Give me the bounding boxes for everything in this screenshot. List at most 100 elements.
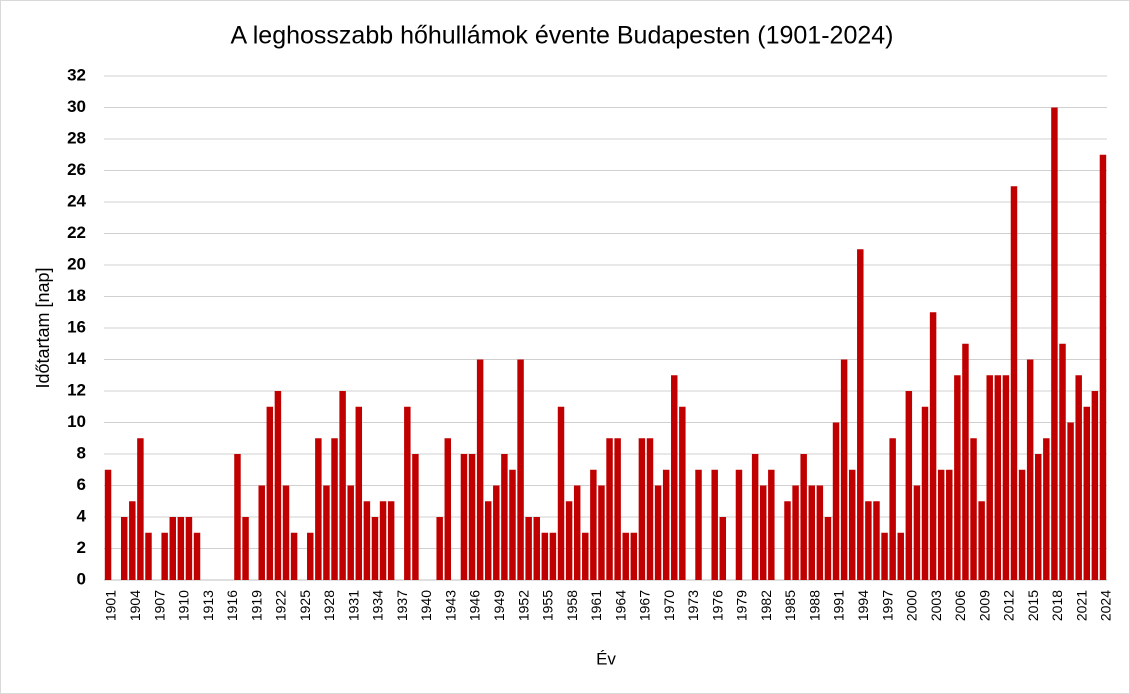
x-axis-label: Év — [596, 649, 616, 668]
x-tick-label: 2006 — [952, 590, 968, 621]
bar — [768, 469, 775, 580]
bar — [606, 438, 613, 580]
bar — [1099, 154, 1107, 580]
bar — [185, 517, 193, 580]
bar — [258, 485, 265, 580]
bar — [622, 532, 629, 580]
x-tick-label: 1979 — [734, 590, 750, 621]
bar — [493, 485, 500, 580]
bar — [962, 343, 969, 580]
y-tick-label: 12 — [67, 380, 86, 399]
x-tick-label: 1946 — [467, 590, 483, 621]
bar — [501, 454, 508, 580]
x-tick-label: 1928 — [321, 590, 337, 621]
x-tick-label: 1916 — [224, 590, 240, 621]
bar — [784, 501, 791, 580]
bar — [671, 375, 678, 580]
bar — [404, 406, 411, 580]
bar — [679, 406, 686, 580]
bar — [832, 422, 840, 580]
y-tick-label: 6 — [77, 475, 86, 494]
bar — [137, 438, 144, 580]
x-tick-label: 1937 — [394, 590, 410, 621]
y-tick-label: 24 — [67, 191, 86, 210]
bar — [800, 454, 807, 580]
bar — [735, 469, 743, 580]
x-tick-label: 1958 — [564, 590, 580, 621]
bar — [881, 532, 888, 580]
bar — [436, 517, 443, 580]
bar — [1018, 469, 1026, 580]
x-tick-label: 1910 — [176, 590, 192, 621]
x-tick-label: 1922 — [273, 590, 289, 621]
bar — [646, 438, 654, 580]
x-tick-label: 2024 — [1098, 590, 1114, 621]
x-tick-label: 1967 — [637, 590, 653, 621]
bar — [412, 454, 419, 580]
y-axis-label: Időtartam [nap] — [33, 267, 53, 388]
bar — [169, 517, 176, 580]
bar — [468, 454, 476, 580]
bar — [307, 532, 314, 580]
bar — [339, 391, 346, 580]
x-tick-label: 1973 — [685, 590, 701, 621]
bar — [387, 501, 395, 580]
bar — [347, 485, 354, 580]
bar — [808, 485, 815, 580]
bar — [978, 501, 985, 580]
x-tick-label: 2003 — [928, 590, 944, 621]
x-tick-label: 1943 — [442, 590, 458, 621]
x-tick-label: 1955 — [540, 590, 556, 621]
bar — [905, 391, 913, 580]
bar — [363, 501, 371, 580]
y-tick-label: 14 — [67, 349, 86, 368]
y-tick-label: 22 — [67, 223, 86, 242]
chart-title: A leghosszabb hőhullámok évente Budapest… — [231, 22, 894, 50]
bar — [282, 485, 290, 580]
bar — [533, 517, 540, 580]
bar — [509, 469, 516, 580]
bar — [759, 485, 767, 580]
bar — [557, 406, 565, 580]
x-tick-label: 1940 — [418, 590, 434, 621]
bar — [266, 406, 274, 580]
bar — [937, 469, 945, 580]
y-tick-label: 2 — [77, 538, 86, 557]
x-tick-label: 2000 — [904, 590, 920, 621]
x-tick-label: 1901 — [103, 590, 119, 621]
bar — [120, 517, 128, 580]
x-tick-label: 1919 — [248, 590, 264, 621]
x-tick-label: 1964 — [612, 590, 628, 621]
bar — [857, 249, 864, 580]
bar — [954, 375, 961, 580]
x-tick-label: 1985 — [782, 590, 798, 621]
x-tick-label: 1907 — [151, 590, 167, 621]
bar — [484, 501, 492, 580]
y-tick-label: 18 — [67, 286, 86, 305]
bar — [161, 532, 168, 580]
y-tick-label: 30 — [67, 97, 86, 116]
bar — [1083, 406, 1091, 580]
x-tick-label: 2018 — [1049, 590, 1065, 621]
x-tick-label: 1991 — [831, 590, 847, 621]
bar — [986, 375, 993, 580]
y-tick-label: 16 — [67, 317, 86, 336]
x-tick-label: 1970 — [661, 590, 677, 621]
bar — [1067, 422, 1074, 580]
bar — [460, 454, 468, 580]
bar — [315, 438, 322, 580]
bar — [234, 454, 241, 580]
bar — [929, 312, 937, 580]
x-tick-label: 1904 — [127, 590, 143, 621]
bar — [145, 532, 152, 580]
bar — [994, 375, 1002, 580]
x-tick-label: 1994 — [855, 590, 871, 621]
bar — [290, 532, 298, 580]
y-tick-label: 0 — [77, 569, 86, 588]
bar — [873, 501, 880, 580]
x-tick-label: 1997 — [879, 590, 895, 621]
bar — [242, 517, 249, 580]
bar — [1043, 438, 1050, 580]
x-tick-label: 1934 — [370, 590, 386, 621]
